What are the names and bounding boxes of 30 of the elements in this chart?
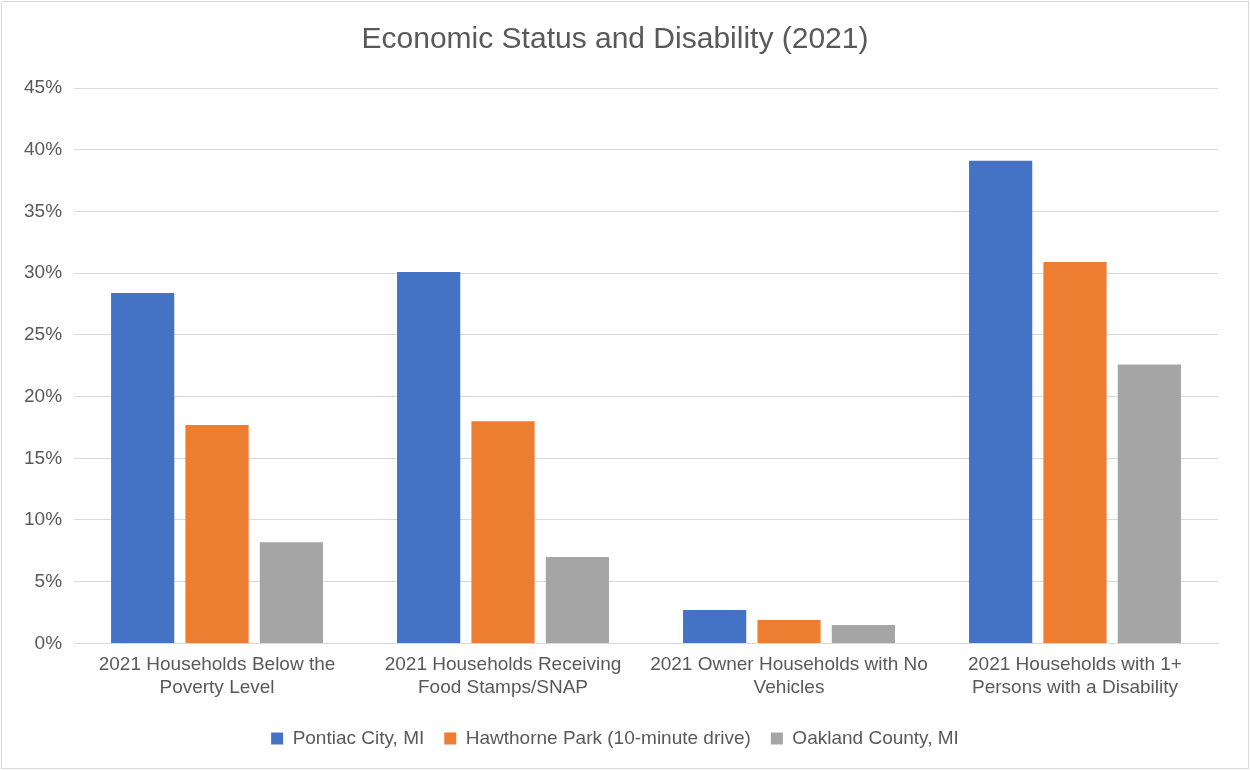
bar: [545, 557, 609, 643]
bar: [259, 542, 323, 643]
bar: [683, 610, 747, 643]
bar: [471, 421, 535, 643]
bar: [185, 424, 249, 643]
x-tick-label: 2021 Households Below the Poverty Level: [98, 653, 336, 697]
y-tick-label: 20%: [24, 384, 63, 406]
y-tick-label: 25%: [24, 323, 63, 345]
bar: [1043, 262, 1107, 643]
y-tick-label: 40%: [24, 137, 63, 159]
y-tick-label: 45%: [24, 76, 63, 98]
legend-label: Oakland County, MI: [792, 726, 959, 748]
x-tick-label: 2021 Owner Households with No Vehicles: [650, 653, 928, 697]
y-tick-label: 10%: [24, 508, 63, 530]
legend-label: Hawthorne Park (10-minute drive): [465, 726, 751, 748]
x-tick-label: 2021 Households Receiving Food Stamps/SNAP: [384, 653, 622, 697]
y-tick-label: 30%: [24, 261, 63, 283]
bar: [757, 619, 821, 643]
y-tick-label: 35%: [24, 199, 63, 221]
bar: [831, 624, 895, 643]
y-tick-label: 0%: [34, 631, 63, 653]
y-tick-label: 15%: [24, 446, 63, 468]
bar: [397, 271, 461, 643]
x-tick-label: 2021 Households with 1+ Persons with a Disability: [968, 653, 1182, 697]
bar: [111, 292, 175, 643]
y-tick-label: 5%: [34, 569, 63, 591]
bar: [1117, 364, 1181, 643]
bar: [969, 160, 1033, 643]
chart-title: Economic Status and Disability (2021): [361, 21, 869, 55]
legend-label: Pontiac City, MI: [292, 726, 425, 748]
